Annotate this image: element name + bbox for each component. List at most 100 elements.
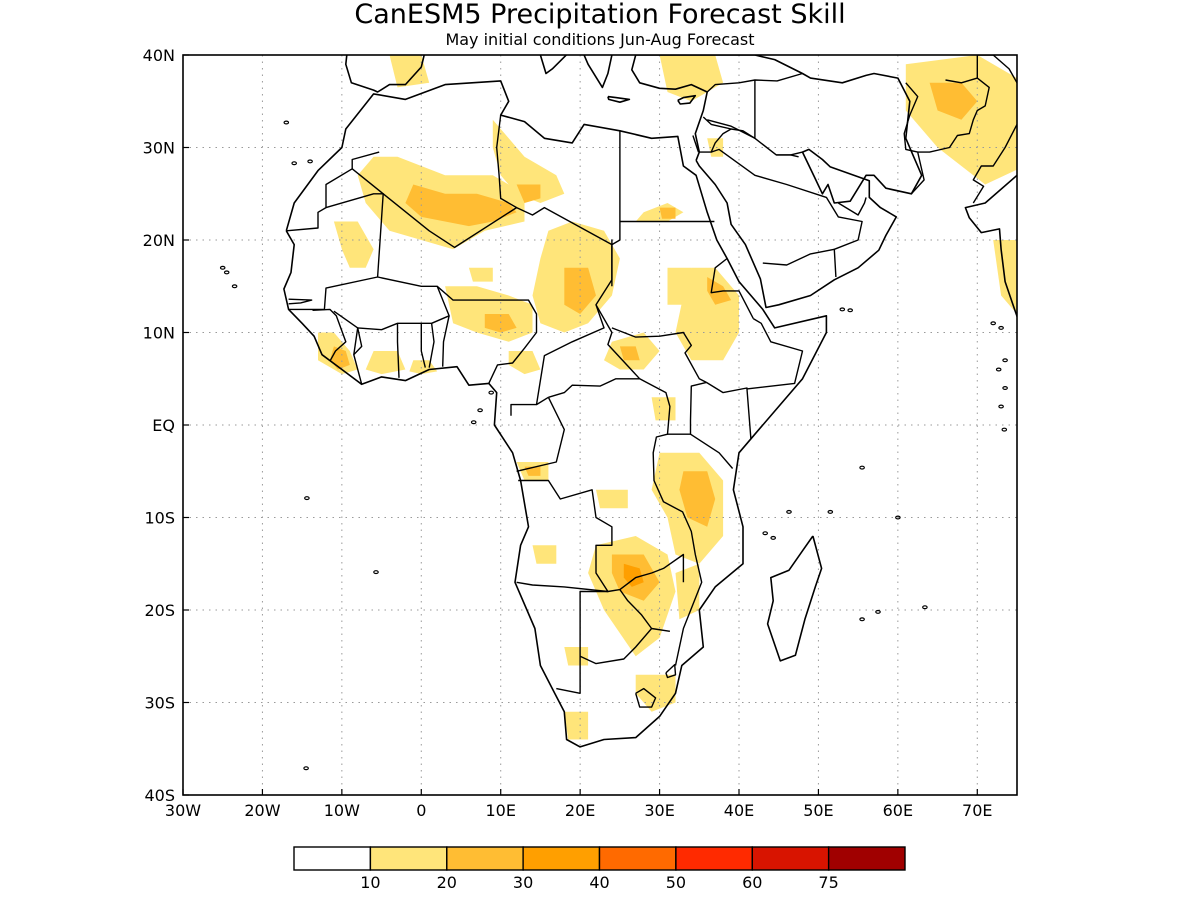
colorbar-label: 30 — [513, 873, 533, 892]
border-37 — [776, 154, 799, 158]
border-14 — [536, 396, 549, 406]
island-29 — [895, 515, 901, 520]
skill-region-29 — [588, 536, 676, 657]
colorbar-label: 75 — [818, 873, 838, 892]
border-31 — [442, 315, 450, 367]
island-4 — [223, 270, 230, 275]
border-5 — [436, 285, 538, 384]
coastlines-and-borders — [219, 55, 1072, 771]
lon-tick-label: 70E — [962, 801, 992, 820]
island-9 — [488, 390, 495, 395]
island-13 — [859, 465, 865, 470]
island-3 — [231, 284, 238, 289]
border-7 — [611, 130, 621, 246]
lon-tick-label: 20E — [565, 801, 595, 820]
border-18 — [579, 628, 653, 665]
skill-region-27 — [596, 489, 628, 509]
island-23 — [998, 325, 1004, 330]
border-21 — [706, 381, 752, 439]
figure-title: CanESM5 Precipitation Forecast Skill — [354, 0, 845, 30]
figure-subtitle: May initial conditions Jun-Aug Forecast — [445, 30, 754, 49]
coastline-iberia — [345, 55, 426, 93]
colorbar-swatch-0 — [293, 846, 372, 871]
longitude-axis: 30W 20W 10W 0 10E 20E 30E 40E 50E 60E 70E — [165, 789, 993, 820]
island-2 — [283, 120, 290, 125]
skill-region-22 — [651, 397, 676, 421]
colorbar-swatch-6 — [751, 846, 830, 871]
coastline-india — [964, 174, 1017, 319]
border-15 — [518, 479, 613, 694]
lon-tick-label: 0 — [416, 801, 426, 820]
colorbar-swatch-5 — [675, 846, 754, 871]
island-1 — [307, 159, 313, 164]
graticule — [183, 55, 1017, 795]
skill-region-18 — [667, 267, 692, 305]
skill-region-9 — [468, 267, 493, 282]
coastline-crete — [607, 95, 631, 103]
lat-tick-label: 40N — [143, 46, 175, 65]
colorbar: 10 20 30 40 50 60 75 — [293, 846, 906, 892]
lon-tick-label: 60E — [883, 801, 913, 820]
border-27 — [312, 308, 347, 362]
skill-region-36 — [659, 55, 724, 102]
lon-tick-label: 30W — [165, 801, 201, 820]
border-45 — [972, 124, 1017, 204]
skill-region-15 — [619, 346, 640, 361]
colorbar-label: 40 — [589, 873, 609, 892]
island-19 — [998, 404, 1004, 409]
skill-region-37 — [389, 55, 430, 88]
border-39 — [762, 248, 835, 266]
lon-tick-label: 40E — [724, 801, 754, 820]
coastline-africa — [283, 80, 828, 748]
skill-region-21 — [508, 351, 541, 375]
border-10 — [611, 327, 707, 384]
border-42 — [917, 77, 990, 153]
border-32 — [706, 72, 803, 93]
border-29 — [396, 323, 400, 378]
lon-tick-label: 10E — [485, 801, 515, 820]
colorbar-swatch-1 — [369, 846, 448, 871]
lon-tick-label: 30E — [644, 801, 674, 820]
border-35 — [699, 128, 732, 153]
border-41 — [903, 82, 925, 195]
border-13 — [516, 396, 565, 472]
island-10 — [477, 408, 483, 413]
island-7 — [373, 570, 379, 575]
coastline-madagascar — [766, 535, 823, 662]
lon-tick-label: 50E — [803, 801, 833, 820]
border-40 — [837, 197, 867, 216]
coastline-italy — [539, 55, 568, 75]
island-0 — [291, 161, 298, 166]
lat-tick-label: 20S — [144, 601, 175, 620]
lat-tick-label: 40S — [144, 786, 175, 805]
colorbar-swatch-7 — [827, 846, 906, 871]
lat-tick-label: 10S — [144, 509, 175, 528]
border-34 — [707, 80, 756, 139]
skill-region-2 — [492, 119, 565, 203]
border-1 — [286, 151, 380, 232]
skill-region-6 — [564, 267, 596, 314]
border-30 — [428, 323, 435, 368]
island-24 — [303, 766, 309, 771]
border-26 — [288, 298, 313, 305]
colorbar-label: 10 — [360, 873, 380, 892]
skill-region-39 — [929, 82, 978, 120]
coastline-arabia — [631, 55, 923, 309]
border-43 — [976, 55, 994, 79]
skill-region-20 — [659, 207, 676, 219]
border-25 — [746, 317, 804, 390]
island-22 — [990, 321, 997, 326]
border-6 — [496, 115, 517, 209]
lat-tick-label: 30S — [144, 694, 175, 713]
skill-region-32 — [564, 647, 589, 666]
coastline-greece — [583, 55, 614, 89]
coastline-srilanka — [1055, 337, 1072, 369]
colorbar-swatch-3 — [522, 846, 601, 871]
skill-region-34 — [635, 674, 676, 712]
island-5 — [219, 265, 226, 270]
island-15 — [875, 609, 881, 614]
border-20 — [665, 663, 677, 679]
island-26 — [827, 509, 834, 514]
island-16 — [922, 605, 928, 610]
